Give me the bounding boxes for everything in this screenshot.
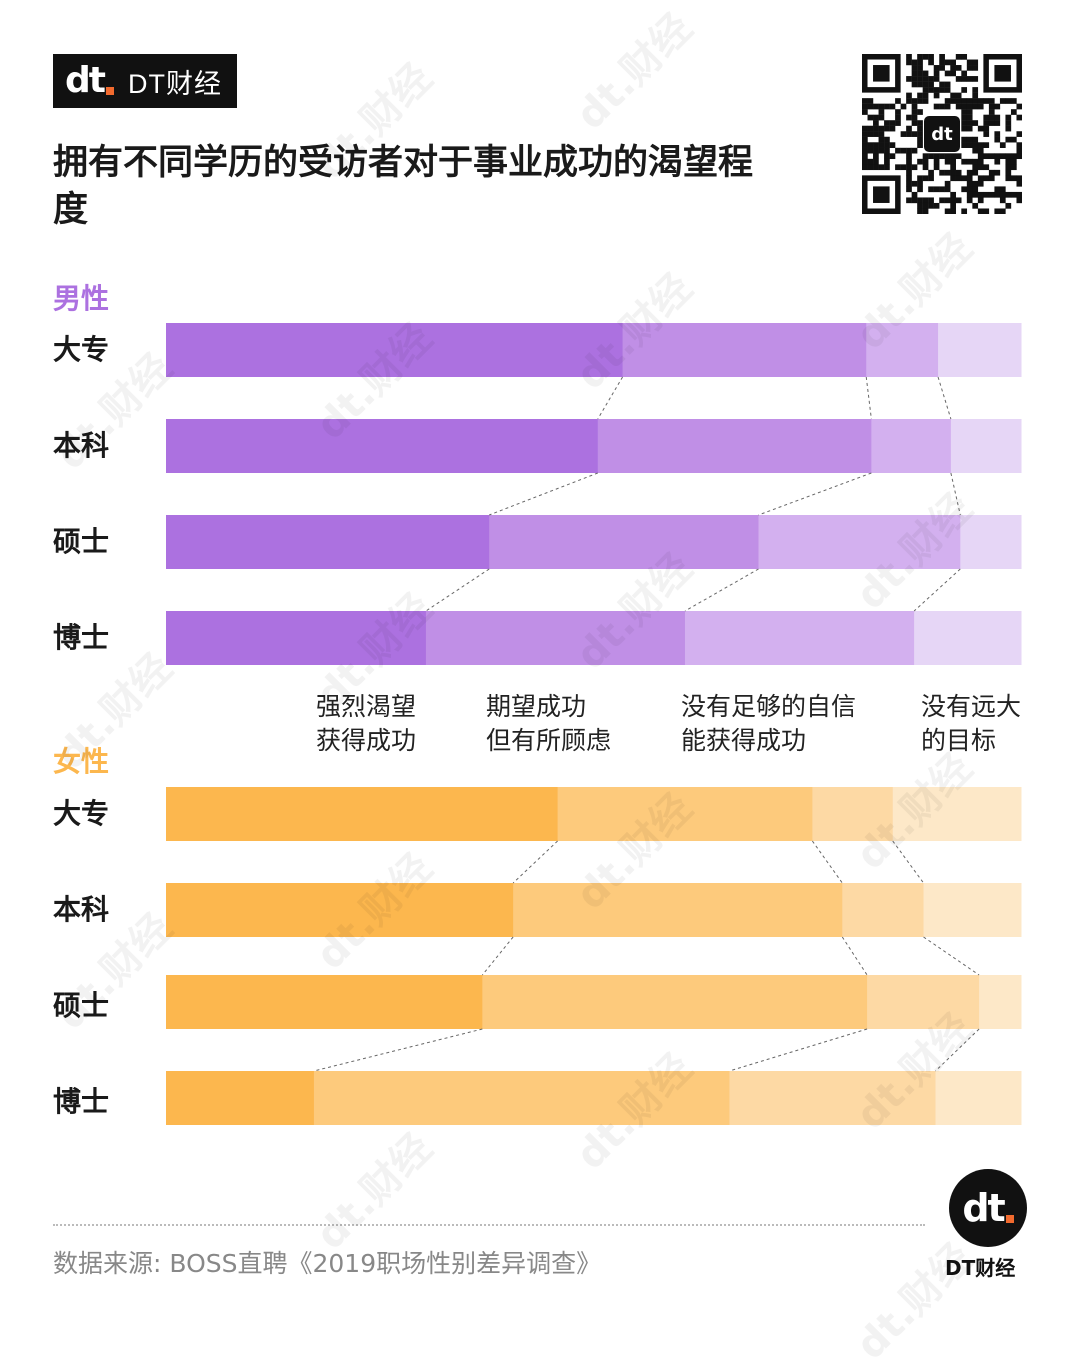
legend-lack-confidence: 没有足够的自信 能获得成功 <box>681 692 857 755</box>
row-label-female-benke: 本科 <box>53 893 110 926</box>
footer-logo-icon: dt <box>949 1169 1027 1247</box>
bar-segment-female-2-2 <box>867 975 980 1029</box>
connector-female-0-1 <box>811 840 843 884</box>
dt-logo-icon: dt <box>65 63 114 99</box>
brand-badge: dt DT财经 <box>53 54 237 108</box>
bar-segment-male-3-2 <box>684 611 915 665</box>
bar-segment-male-1-3 <box>950 419 1022 473</box>
row-label-female-shuoshi: 硕士 <box>53 989 110 1022</box>
connector-male-1-0 <box>489 472 598 516</box>
connector-male-2-2 <box>913 568 961 612</box>
bar-segment-female-2-0 <box>166 975 483 1029</box>
bar-segment-male-3-1 <box>425 611 686 665</box>
group-label-male: 男性 <box>53 282 110 315</box>
bar-segment-female-3-0 <box>166 1071 315 1125</box>
row-label-male-benke: 本科 <box>53 429 110 462</box>
bar-segment-female-1-0 <box>166 883 514 937</box>
connector-male-1-2 <box>950 472 961 516</box>
row-label-male-boshi: 博士 <box>53 621 110 654</box>
connector-female-0-2 <box>892 840 924 884</box>
bar-segment-female-0-0 <box>166 787 559 841</box>
brand-name: DT财经 <box>127 68 222 99</box>
legend-hope-with-concern: 期望成功 但有所顾虑 <box>486 692 612 755</box>
bar-segment-female-1-2 <box>842 883 925 937</box>
bar-segment-female-0-3 <box>892 787 1022 841</box>
connector-female-2-2 <box>935 1028 980 1072</box>
group-label-female: 女性 <box>53 745 110 778</box>
bar-segment-male-1-0 <box>166 419 599 473</box>
bar-segment-male-0-0 <box>166 323 624 377</box>
connector-female-2-1 <box>729 1028 868 1072</box>
bar-segment-male-3-0 <box>166 611 427 665</box>
connector-male-2-1 <box>684 568 759 612</box>
connector-male-1-1 <box>758 472 872 516</box>
connector-female-1-1 <box>841 936 868 976</box>
connector-female-1-2 <box>923 936 980 976</box>
bar-segment-female-2-3 <box>979 975 1022 1029</box>
row-label-female-dazhuan: 大专 <box>53 797 110 830</box>
connector-male-2-0 <box>425 568 490 612</box>
connector-male-0-1 <box>865 376 872 420</box>
bar-segment-female-1-3 <box>923 883 1022 937</box>
bar-segment-female-0-1 <box>557 787 813 841</box>
connector-female-2-0 <box>313 1028 483 1072</box>
row-label-male-dazhuan: 大专 <box>53 333 110 366</box>
bar-segment-female-0-2 <box>812 787 894 841</box>
qr-code-icon: dt <box>862 54 1022 214</box>
bar-segment-female-2-1 <box>482 975 868 1029</box>
legend-strong-desire: 强烈渴望 获得成功 <box>316 692 417 755</box>
chart-title: 拥有不同学历的受访者对于事业成功的渴望程度 <box>53 143 754 230</box>
connector-female-1-0 <box>481 936 514 976</box>
row-label-male-shuoshi: 硕士 <box>53 525 110 558</box>
bar-segment-male-0-3 <box>938 323 1022 377</box>
bar-segment-female-1-1 <box>513 883 843 937</box>
connector-male-0-2 <box>937 376 952 420</box>
connector-female-0-0 <box>512 840 558 884</box>
bar-segment-male-3-3 <box>914 611 1022 665</box>
bar-segment-male-2-3 <box>960 515 1022 569</box>
bar-segment-male-1-1 <box>597 419 872 473</box>
bar-segment-male-1-2 <box>871 419 952 473</box>
row-label-female-boshi: 博士 <box>53 1085 110 1118</box>
source-divider <box>53 1224 925 1226</box>
legend-no-ambition: 没有远大 的目标 <box>921 692 1022 755</box>
bar-segment-male-2-1 <box>489 515 760 569</box>
bar-segment-female-3-2 <box>729 1071 936 1125</box>
bar-segment-male-0-1 <box>622 323 867 377</box>
bar-segment-male-2-2 <box>758 515 961 569</box>
bar-segment-male-0-2 <box>866 323 939 377</box>
connector-male-0-0 <box>597 376 624 420</box>
bar-segment-male-2-0 <box>166 515 490 569</box>
stacked-bar-chart <box>166 323 1022 1125</box>
bar-segment-female-3-1 <box>313 1071 730 1125</box>
bar-segment-female-3-3 <box>935 1071 1022 1125</box>
data-source: 数据来源: BOSS直聘《2019职场性别差异调查》 <box>53 1249 602 1278</box>
svg-text:dt: dt <box>931 124 953 145</box>
footer-brand-name: DT财经 <box>945 1256 1016 1280</box>
